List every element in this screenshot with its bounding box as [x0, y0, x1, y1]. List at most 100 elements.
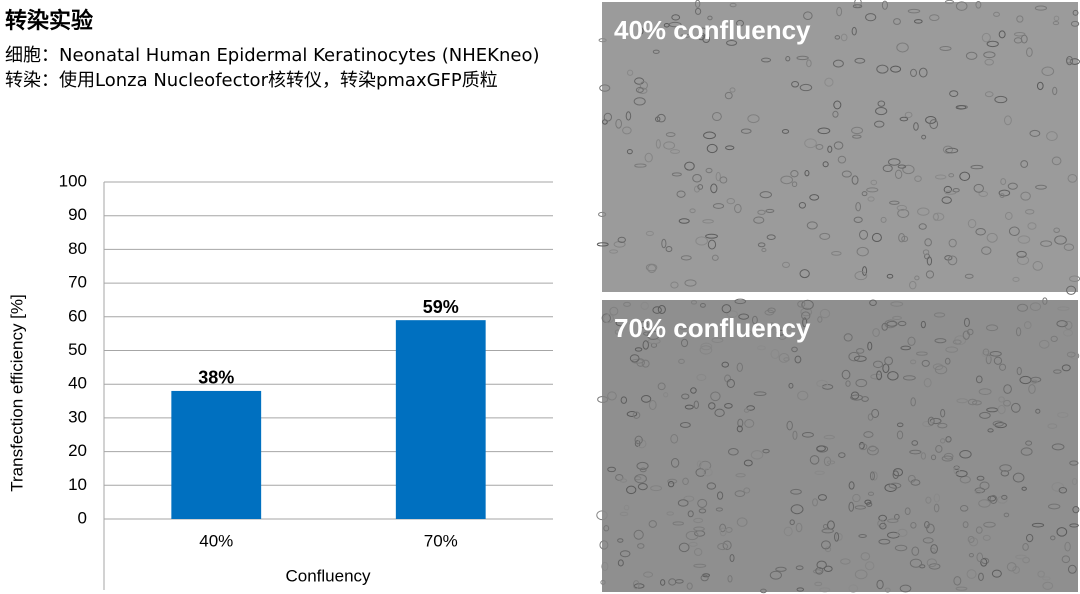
cell [911, 440, 919, 446]
cell [876, 579, 884, 590]
cell [719, 523, 727, 533]
y-tick-label: 100 [59, 171, 87, 190]
cell [959, 505, 969, 512]
cell [871, 232, 882, 243]
cell [680, 338, 689, 348]
cell [638, 27, 644, 35]
cell [799, 83, 813, 92]
cell [634, 435, 643, 445]
cell [693, 517, 704, 524]
cell [854, 57, 866, 64]
cell [626, 69, 634, 76]
cell [850, 394, 864, 401]
cell [796, 587, 805, 592]
cell [736, 362, 744, 372]
cell [878, 538, 891, 545]
cell [803, 11, 813, 21]
cell [994, 95, 1008, 104]
cell [896, 430, 904, 440]
cell [888, 158, 901, 166]
cell [884, 356, 894, 366]
cell [623, 504, 630, 511]
cell [890, 301, 904, 307]
cell [1029, 302, 1042, 311]
cell [641, 395, 652, 403]
cell [679, 422, 691, 428]
cell [843, 333, 853, 342]
cell [1064, 541, 1071, 552]
cell [817, 316, 823, 323]
cell [863, 431, 874, 438]
cell [599, 84, 611, 92]
cell [614, 329, 622, 335]
cell [633, 97, 646, 106]
cell [769, 570, 782, 580]
cell [1038, 339, 1050, 349]
cell [948, 173, 955, 178]
cell [670, 281, 679, 289]
cell [1056, 320, 1068, 328]
cell [945, 436, 952, 443]
cell [694, 7, 702, 15]
cell [1023, 321, 1032, 330]
cell [791, 80, 800, 88]
cell [777, 332, 787, 340]
cell [874, 120, 885, 128]
cell [715, 171, 721, 182]
cell [929, 417, 942, 425]
cell [848, 584, 859, 593]
cell [1017, 235, 1031, 244]
cell [735, 473, 746, 478]
cell [968, 553, 974, 558]
cell [736, 517, 748, 527]
cell [711, 254, 719, 261]
cell [1020, 447, 1033, 456]
cell [1058, 487, 1068, 494]
cell [851, 26, 857, 36]
cell [1011, 402, 1021, 413]
cell [802, 317, 808, 328]
cell [1017, 303, 1029, 312]
cell [991, 569, 1002, 578]
cell [780, 175, 794, 185]
cell [855, 201, 862, 212]
value-label: 59% [423, 297, 459, 317]
cell [795, 565, 804, 571]
cell [1004, 211, 1013, 220]
cell [650, 485, 663, 492]
cell [700, 574, 709, 582]
cell [852, 4, 863, 9]
cell [966, 569, 977, 579]
cell [684, 279, 697, 287]
cell [998, 396, 1005, 403]
cell [978, 388, 992, 396]
cell [762, 448, 770, 454]
cell [1012, 276, 1020, 283]
cell [670, 458, 680, 468]
cell [1026, 47, 1033, 58]
cell [615, 319, 626, 327]
cell [934, 338, 947, 344]
cell [944, 357, 951, 365]
cell [652, 49, 660, 54]
cell [944, 0, 955, 5]
cell [848, 481, 855, 490]
cell [770, 349, 780, 359]
cell [768, 322, 776, 330]
cell [789, 519, 795, 526]
cell [834, 532, 840, 542]
cell [868, 445, 877, 452]
cell [904, 111, 913, 119]
cell [702, 467, 713, 477]
cell [1008, 226, 1020, 236]
cell [609, 249, 619, 254]
cell [894, 544, 908, 552]
cell [782, 261, 790, 268]
x-tick-label: 70% [424, 531, 458, 550]
cell [655, 139, 661, 149]
cell [986, 40, 999, 48]
cell [920, 452, 927, 460]
cell [948, 238, 957, 248]
cell [872, 360, 884, 369]
y-tick-label: 30 [68, 407, 87, 426]
